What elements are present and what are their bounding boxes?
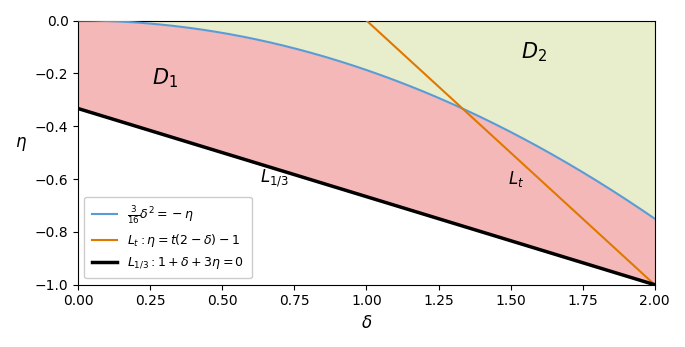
$L_t: \eta = t(2-\delta) - 1$: (2, -1): \eta = t(2-\delta) - 1$: (2, -1) (651, 283, 659, 287)
$L_{1/3}: 1 + \delta + 3\eta = 0$: (2, -1): 1 + \delta + 3\eta = 0$: (2, -1) (651, 283, 659, 287)
$\frac{3}{16}\delta^2 = -\eta$ (651, 217, 659, 221)
Polygon shape (78, 20, 655, 219)
$\frac{3}{16}\delta^2 = -\eta$ (548, 152, 556, 156)
Text: $D_1$: $D_1$ (151, 67, 177, 91)
$L_{1/3}: 1 + \delta + 3\eta = 0$: (1.64, -0.881): 1 + \delta + 3\eta = 0$: (1.64, -0.881) (548, 251, 556, 255)
Line: $L_{1/3}: 1 + \delta + 3\eta = 0$: $L_{1/3}: 1 + \delta + 3\eta = 0$ (78, 109, 655, 285)
Text: $L_{1/3}$: $L_{1/3}$ (260, 167, 289, 188)
$\frac{3}{16}\delta^2 = -\eta$ (420, 90, 428, 94)
$\frac{3}{16}\delta^2 = -\eta$ (179, 25, 187, 29)
$\frac{3}{16}\delta^2 = -\eta$ (295, 47, 303, 51)
$L_{1/3}: 1 + \delta + 3\eta = 0$: (0.363, -0.454): 1 + \delta + 3\eta = 0$: (0.363, -0.454) (179, 138, 187, 143)
$L_{1/3}: 1 + \delta + 3\eta = 0$: (0.764, -0.588): 1 + \delta + 3\eta = 0$: (0.764, -0.588) (295, 174, 303, 178)
$L_{1/3}: 1 + \delta + 3\eta = 0$: (1.49, -0.831): 1 + \delta + 3\eta = 0$: (1.49, -0.831) (504, 238, 512, 242)
$L_{1/3}: 1 + \delta + 3\eta = 0$: (1.2, -0.733): 1 + \delta + 3\eta = 0$: (1.2, -0.733) (420, 212, 428, 216)
Text: $D_2$: $D_2$ (521, 40, 547, 64)
$L_{1/3}: 1 + \delta + 3\eta = 0$: (0, -0.333): 1 + \delta + 3\eta = 0$: (0, -0.333) (74, 107, 82, 111)
Text: $L_t$: $L_t$ (508, 169, 525, 189)
$\frac{3}{16}\delta^2 = -\eta$ (449, 102, 457, 107)
$\frac{3}{16}\delta^2 = -\eta$ (74, 18, 82, 23)
Legend: $\frac{3}{16}\delta^2 = -\eta$, $L_t: \eta = t(2-\delta) - 1$, $L_{1/3}: 1 + \de: $\frac{3}{16}\delta^2 = -\eta$, $L_t: \e… (84, 196, 251, 279)
X-axis label: $\delta$: $\delta$ (361, 314, 372, 332)
$L_t: \eta = t(2-\delta) - 1$: (1.64, -0.644): \eta = t(2-\delta) - 1$: (1.64, -0.644) (548, 189, 556, 193)
Line: $\frac{3}{16}\delta^2 = -\eta$: $\frac{3}{16}\delta^2 = -\eta$ (78, 20, 655, 219)
Line: $L_t: \eta = t(2-\delta) - 1$: $L_t: \eta = t(2-\delta) - 1$ (78, 0, 655, 285)
Y-axis label: $\eta$: $\eta$ (15, 135, 27, 153)
$L_t: \eta = t(2-\delta) - 1$: (1.3, -0.301): \eta = t(2-\delta) - 1$: (1.3, -0.301) (449, 98, 457, 102)
$L_t: \eta = t(2-\delta) - 1$: (1.49, -0.492): \eta = t(2-\delta) - 1$: (1.49, -0.492) (504, 149, 512, 153)
$\frac{3}{16}\delta^2 = -\eta$ (504, 129, 512, 133)
Polygon shape (78, 20, 655, 285)
$L_{1/3}: 1 + \delta + 3\eta = 0$: (1.3, -0.767): 1 + \delta + 3\eta = 0$: (1.3, -0.767) (449, 221, 457, 225)
$L_t: \eta = t(2-\delta) - 1$: (1.2, -0.199): \eta = t(2-\delta) - 1$: (1.2, -0.199) (420, 71, 428, 75)
